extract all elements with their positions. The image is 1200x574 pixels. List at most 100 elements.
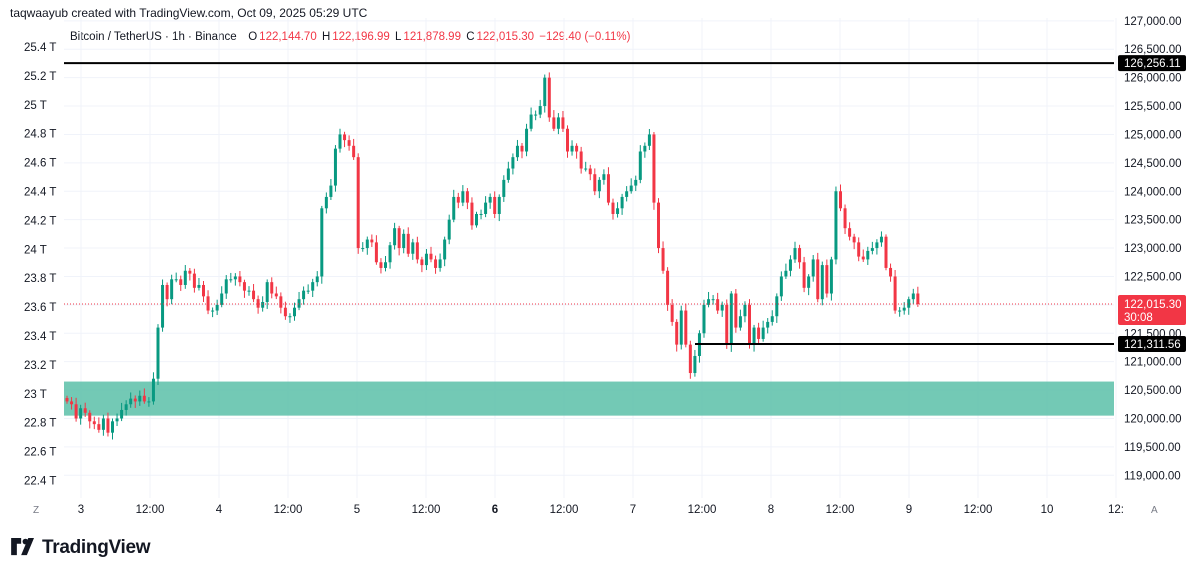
candle-body bbox=[666, 270, 670, 305]
candle-body bbox=[197, 284, 201, 288]
candle-body bbox=[875, 242, 879, 249]
candle-body bbox=[429, 253, 433, 260]
candle-body bbox=[784, 270, 788, 277]
time-axis-tick-label: 6 bbox=[492, 504, 498, 516]
candle-body bbox=[866, 250, 870, 260]
time-axis-tick-label: 9 bbox=[906, 504, 912, 516]
candle-body bbox=[829, 259, 833, 294]
time-axis-tick-label: 12:00 bbox=[550, 504, 579, 516]
candle-body bbox=[106, 418, 110, 433]
candle-body bbox=[907, 299, 911, 308]
candle-body bbox=[133, 398, 137, 402]
candle-body bbox=[493, 196, 497, 214]
close-label: C bbox=[466, 31, 475, 43]
candle-body bbox=[547, 77, 551, 118]
candle-body bbox=[129, 398, 133, 405]
candle-body bbox=[406, 233, 410, 254]
candle-body bbox=[165, 284, 169, 300]
auto-scale-label[interactable]: A bbox=[1151, 505, 1158, 516]
candle-body bbox=[793, 248, 797, 260]
candle-body bbox=[65, 398, 69, 402]
candle-body bbox=[329, 185, 333, 197]
candle-body bbox=[561, 117, 565, 129]
level-price-tag-text: 121,311.56 bbox=[1124, 339, 1181, 351]
candle-body bbox=[192, 273, 196, 288]
candle-body bbox=[274, 293, 278, 297]
candle-body bbox=[556, 117, 560, 129]
candle-body bbox=[83, 408, 87, 413]
candle-body bbox=[379, 262, 383, 268]
left-axis-tick-label: 22.6 T bbox=[24, 447, 56, 459]
candle-body bbox=[302, 290, 306, 300]
candle-body bbox=[543, 77, 547, 107]
candle-body bbox=[670, 304, 674, 322]
right-axis[interactable]: 127,000.00 126,500.00 126,000.00 125,500.00… bbox=[1124, 16, 1182, 482]
candle-body bbox=[870, 248, 874, 251]
right-axis-tick-label: 119,000.00 bbox=[1124, 470, 1181, 482]
candle-body bbox=[729, 293, 733, 345]
candle-body bbox=[174, 279, 178, 281]
demand-zone[interactable] bbox=[64, 381, 1114, 416]
candle-body bbox=[229, 279, 233, 281]
candle-body bbox=[111, 421, 114, 433]
left-axis-tick-label: 24.2 T bbox=[24, 215, 56, 227]
current-price-tag bbox=[1118, 294, 1186, 325]
time-axis[interactable]: Z 3 12:00 4 12:00 5 12:00 6 12:00 7 12:00 8 12:00 9 12… bbox=[33, 504, 1158, 516]
candle-body bbox=[625, 191, 629, 197]
candle-body bbox=[220, 293, 224, 305]
current-price-tag-text: 122,015.30 bbox=[1124, 299, 1182, 311]
candle-body bbox=[279, 296, 283, 308]
candle-body bbox=[188, 270, 192, 274]
candle-body bbox=[511, 157, 515, 169]
candle-body bbox=[693, 355, 697, 374]
candle-body bbox=[898, 310, 902, 312]
candle-body bbox=[734, 293, 738, 328]
candle-body bbox=[151, 378, 155, 402]
candle-body bbox=[807, 276, 811, 288]
candle-body bbox=[488, 196, 492, 203]
candle-body bbox=[343, 134, 347, 141]
candle-body bbox=[620, 196, 624, 209]
tradingview-logo-icon bbox=[11, 538, 34, 556]
candle-body bbox=[138, 395, 142, 402]
left-axis-tick-label: 24.4 T bbox=[24, 187, 56, 199]
candle-body bbox=[320, 208, 324, 277]
right-axis-tick-label: 121,000.00 bbox=[1124, 357, 1182, 369]
tradingview-logo[interactable]: TradingView bbox=[10, 536, 151, 560]
symbol-name[interactable]: Bitcoin / TetherUS · 1h · Binance bbox=[70, 31, 237, 43]
candle-body bbox=[211, 310, 215, 312]
candles-group bbox=[65, 72, 920, 440]
candle-body bbox=[475, 213, 478, 226]
high-label: H bbox=[321, 31, 331, 43]
candle-body bbox=[902, 307, 906, 311]
open-label: O bbox=[248, 31, 258, 43]
candle-body bbox=[74, 404, 78, 419]
change-value: −129.40 (−0.11%) bbox=[539, 31, 631, 43]
right-axis-tick-label: 122,500.00 bbox=[1124, 271, 1182, 283]
time-axis-tick-label: 12:00 bbox=[688, 504, 717, 516]
candle-body bbox=[611, 202, 615, 214]
z-corner-label[interactable]: Z bbox=[33, 505, 39, 516]
right-axis-tick-label: 123,000.00 bbox=[1124, 243, 1182, 255]
candle-body bbox=[761, 327, 765, 339]
left-axis-tick-label: 23.2 T bbox=[24, 360, 56, 372]
candle-body bbox=[515, 145, 519, 158]
candle-body bbox=[456, 196, 460, 203]
candle-body bbox=[584, 168, 588, 170]
candle-body bbox=[202, 284, 205, 297]
candle-body bbox=[415, 242, 419, 260]
candle-body bbox=[92, 421, 96, 425]
candle-body bbox=[397, 228, 401, 249]
candle-body bbox=[911, 293, 915, 300]
candle-body bbox=[452, 196, 456, 220]
high-value: 122,196.99 bbox=[332, 31, 390, 43]
candle-body bbox=[529, 114, 533, 129]
left-axis-tick-label: 23.6 T bbox=[24, 302, 56, 314]
time-axis-tick-label: 12:00 bbox=[136, 504, 165, 516]
candle-body bbox=[770, 316, 774, 322]
candle-body bbox=[684, 310, 688, 345]
candle-body bbox=[147, 401, 151, 403]
candle-body bbox=[629, 185, 633, 192]
candle-body bbox=[97, 424, 101, 430]
